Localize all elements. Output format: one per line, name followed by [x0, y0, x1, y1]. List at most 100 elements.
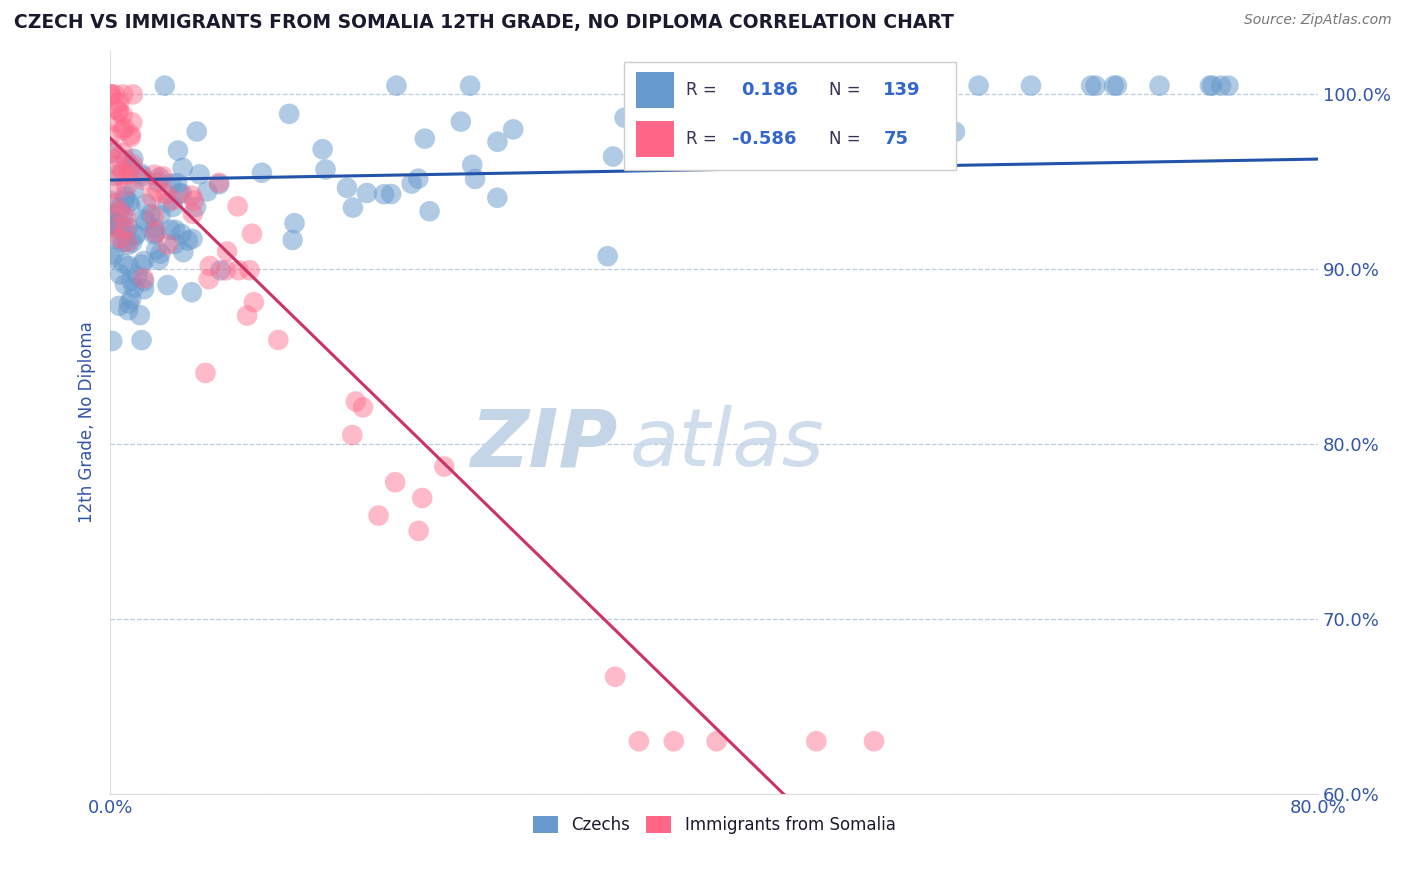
Point	[117, 303, 139, 318]
Point	[110, 169, 132, 183]
Point	[413, 131, 436, 145]
Point	[208, 176, 231, 190]
Point	[114, 153, 136, 168]
Point	[101, 142, 124, 156]
Point	[100, 213, 122, 227]
Point	[863, 734, 886, 748]
Point	[613, 111, 636, 125]
Point	[104, 214, 127, 228]
Point	[120, 160, 142, 174]
Point	[683, 78, 706, 93]
Point	[943, 125, 966, 139]
Point	[239, 263, 262, 277]
Point	[111, 164, 134, 178]
Point	[146, 184, 169, 198]
Point	[118, 296, 141, 310]
Point	[401, 177, 423, 191]
Point	[250, 166, 273, 180]
Point	[806, 734, 828, 748]
Text: R =: R =	[686, 130, 717, 148]
Point	[156, 195, 179, 210]
Point	[111, 123, 134, 137]
Point	[433, 459, 456, 474]
Text: N =: N =	[830, 81, 860, 99]
Point	[486, 135, 509, 149]
Point	[108, 268, 131, 282]
Text: Source: ZipAtlas.com: Source: ZipAtlas.com	[1244, 13, 1392, 28]
Point	[132, 254, 155, 268]
Point	[101, 207, 124, 221]
Point	[105, 159, 128, 173]
Point	[1199, 78, 1222, 93]
Point	[228, 263, 250, 277]
Point	[114, 210, 136, 224]
Point	[100, 219, 122, 233]
Point	[789, 78, 811, 93]
Point	[155, 186, 177, 201]
Point	[1105, 78, 1128, 93]
Point	[195, 185, 218, 199]
Point	[114, 121, 136, 136]
Point	[131, 258, 153, 272]
Point	[101, 221, 124, 235]
Point	[315, 162, 337, 177]
Point	[236, 309, 259, 323]
Point	[181, 207, 204, 221]
Point	[226, 199, 249, 213]
Point	[122, 87, 145, 102]
Point	[118, 259, 141, 273]
Point	[172, 161, 194, 175]
Point	[699, 135, 721, 149]
Text: N =: N =	[830, 130, 860, 148]
Point	[1209, 78, 1232, 93]
Point	[1080, 78, 1102, 93]
Point	[121, 235, 143, 250]
Point	[148, 175, 170, 189]
Point	[461, 158, 484, 172]
Point	[108, 299, 131, 313]
Point	[145, 225, 167, 239]
Point	[114, 277, 136, 292]
Point	[450, 114, 472, 128]
Point	[107, 232, 129, 246]
Point	[209, 263, 232, 277]
Legend: Czechs, Immigrants from Somalia: Czechs, Immigrants from Somalia	[526, 810, 903, 841]
Point	[125, 227, 148, 242]
Point	[669, 78, 692, 93]
Point	[111, 235, 134, 250]
Point	[148, 253, 170, 268]
Point	[134, 274, 156, 288]
Point	[108, 204, 131, 219]
Point	[380, 186, 402, 201]
Point	[112, 87, 135, 102]
Point	[384, 475, 406, 490]
Point	[103, 248, 125, 262]
Point	[143, 227, 166, 241]
Point	[108, 95, 131, 110]
Point	[120, 273, 142, 287]
Point	[170, 227, 193, 241]
Point	[120, 166, 142, 180]
Point	[129, 167, 152, 181]
Point	[120, 292, 142, 306]
Point	[117, 238, 139, 252]
Point	[197, 272, 219, 286]
Point	[149, 170, 172, 185]
Point	[163, 236, 186, 251]
Point	[411, 491, 433, 505]
Point	[283, 216, 305, 230]
Point	[100, 87, 122, 102]
Point	[115, 234, 138, 248]
Point	[132, 173, 155, 187]
Point	[181, 232, 204, 246]
Point	[100, 145, 122, 160]
Point	[114, 221, 136, 235]
FancyBboxPatch shape	[623, 62, 956, 169]
Point	[188, 167, 211, 181]
Point	[101, 334, 124, 348]
Point	[706, 734, 728, 748]
Point	[243, 295, 266, 310]
FancyBboxPatch shape	[636, 72, 675, 108]
Point	[149, 246, 172, 260]
Point	[117, 235, 139, 249]
